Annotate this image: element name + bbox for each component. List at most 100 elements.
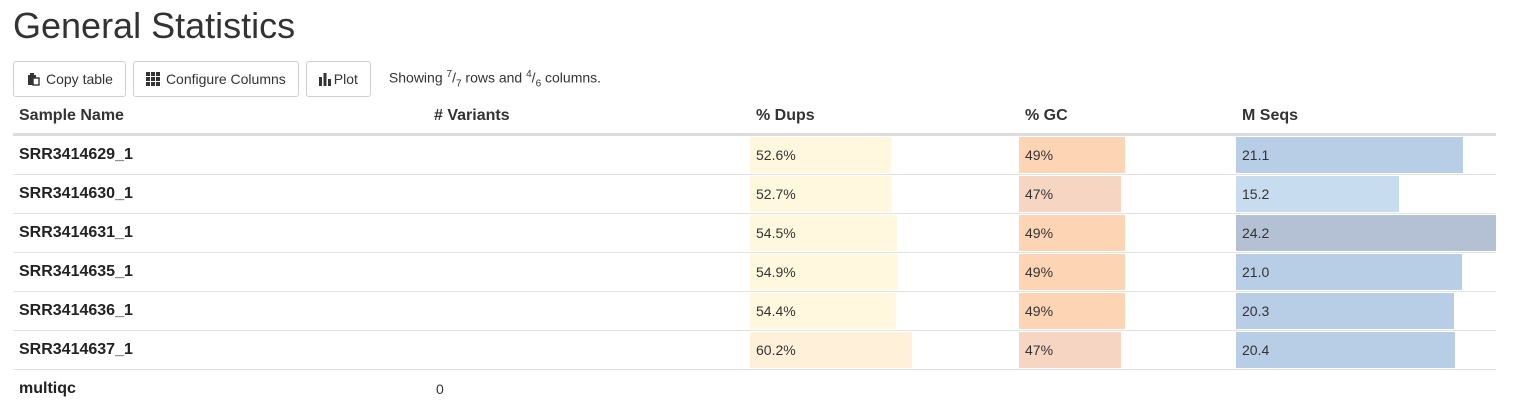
dups-bar (750, 293, 897, 329)
table-row: multiqc 0 (13, 370, 1496, 409)
mseqs-cell: 21.1 (1236, 134, 1496, 175)
header-row: Sample Name # Variants % Dups % GC M Seq… (13, 98, 1496, 136)
grid-icon (145, 72, 160, 86)
table-row: SRR3414635_1 54.9% 49% 21.0 (13, 252, 1496, 292)
mseqs-cell: 15.2 (1236, 174, 1496, 214)
dups-bar (750, 332, 912, 368)
plot-button[interactable]: Plot (305, 61, 371, 97)
dups-cell: 52.7% (750, 174, 1019, 214)
gc-cell: 49% (1019, 134, 1236, 175)
table-toolbar: Copy table Configure Columns Plot Showin… (13, 61, 601, 97)
gc-cell: 49% (1019, 213, 1236, 253)
dups-cell: 54.9% (750, 252, 1019, 292)
table-row: SRR3414637_1 60.2% 47% 20.4 (13, 330, 1496, 370)
page-title: General Statistics (13, 5, 296, 46)
gc-cell: 47% (1019, 330, 1236, 370)
header-sample-name[interactable]: Sample Name (13, 98, 428, 136)
mseqs-bar (1236, 137, 1463, 173)
mseqs-value: 21.1 (1242, 147, 1270, 163)
dups-cell: 52.6% (750, 134, 1019, 175)
mseqs-bar (1236, 332, 1456, 368)
header-variants[interactable]: # Variants (428, 98, 750, 136)
gc-cell: 49% (1019, 291, 1236, 331)
dups-value: 54.5% (756, 225, 796, 241)
dups-bar (750, 137, 892, 173)
sample-name-cell: SRR3414636_1 (13, 291, 428, 331)
mseqs-value: 24.2 (1242, 225, 1270, 241)
sample-name-cell: multiqc (19, 380, 76, 397)
gc-value: 49% (1025, 264, 1054, 280)
gc-cell: 49% (1019, 252, 1236, 292)
mseqs-cell: 20.3 (1236, 291, 1496, 331)
dups-cell: 54.5% (750, 213, 1019, 253)
sample-name-cell: SRR3414635_1 (13, 252, 428, 292)
mseqs-cell (1236, 370, 1496, 409)
gc-cell: 47% (1019, 174, 1236, 214)
mseqs-value: 15.2 (1242, 186, 1270, 202)
sample-name-cell: SRR3414637_1 (13, 330, 428, 370)
gc-bar (1019, 215, 1126, 251)
mseqs-bar (1236, 293, 1455, 329)
dups-bar (750, 254, 898, 290)
plot-label: Plot (333, 71, 358, 87)
dups-value: 52.6% (756, 147, 796, 163)
variants-cell (428, 330, 750, 370)
mseqs-bar (1236, 254, 1462, 290)
variants-cell (428, 134, 750, 175)
gc-value: 49% (1025, 303, 1054, 319)
dups-value: 54.9% (756, 264, 796, 280)
gc-value: 47% (1025, 342, 1054, 358)
variants-cell (428, 252, 750, 292)
gc-value: 49% (1025, 225, 1054, 241)
dups-value: 54.4% (756, 303, 796, 319)
copy-table-label: Copy table (46, 71, 113, 87)
gc-value: 47% (1025, 186, 1054, 202)
mseqs-bar (1236, 215, 1496, 251)
dups-bar (750, 215, 897, 251)
sample-name-cell: SRR3414630_1 (13, 174, 428, 214)
dups-cell: 54.4% (750, 291, 1019, 331)
gc-value: 49% (1025, 147, 1054, 163)
gc-bar (1019, 293, 1126, 329)
copy-table-button[interactable]: Copy table (13, 61, 126, 97)
gc-cell (1019, 370, 1236, 409)
header-dups[interactable]: % Dups (750, 98, 1019, 136)
mseqs-value: 20.3 (1242, 303, 1270, 319)
mseqs-cell: 20.4 (1236, 330, 1496, 370)
general-stats-table: Sample Name # Variants % Dups % GC M Seq… (13, 98, 1496, 408)
variants-cell (428, 213, 750, 253)
variants-cell (428, 291, 750, 331)
configure-columns-label: Configure Columns (165, 71, 286, 87)
mseqs-value (1236, 381, 1242, 397)
bar-chart-icon (318, 72, 331, 86)
gc-bar (1019, 176, 1121, 212)
dups-value: 60.2% (756, 342, 796, 358)
showing-summary: Showing 7/7 rows and 4/6 columns. (388, 68, 602, 90)
gc-value (1019, 381, 1025, 397)
header-gc[interactable]: % GC (1019, 98, 1236, 136)
table-row: SRR3414629_1 52.6% 49% 21.1 (13, 134, 1496, 175)
configure-columns-button[interactable]: Configure Columns (132, 61, 299, 97)
table-row: SRR3414636_1 54.4% 49% 20.3 (13, 291, 1496, 331)
dups-cell (750, 370, 1019, 409)
variants-cell: 0 (436, 381, 444, 397)
mseqs-cell: 21.0 (1236, 252, 1496, 292)
mseqs-cell: 24.2 (1236, 213, 1496, 253)
variants-cell (428, 174, 750, 214)
mseqs-value: 20.4 (1242, 342, 1270, 358)
dups-cell: 60.2% (750, 330, 1019, 370)
dups-value (750, 381, 756, 397)
mseqs-bar (1236, 176, 1400, 212)
sample-name-cell: SRR3414629_1 (13, 134, 428, 175)
clipboard-icon (26, 72, 40, 86)
header-mseqs[interactable]: M Seqs (1236, 98, 1496, 136)
gc-bar (1019, 254, 1126, 290)
gc-bar (1019, 137, 1126, 173)
table-row: SRR3414631_1 54.5% 49% 24.2 (13, 213, 1496, 253)
dups-bar (750, 176, 892, 212)
table-row: SRR3414630_1 52.7% 47% 15.2 (13, 174, 1496, 214)
gc-bar (1019, 332, 1121, 368)
sample-name-cell: SRR3414631_1 (13, 213, 428, 253)
mseqs-value: 21.0 (1242, 264, 1270, 280)
